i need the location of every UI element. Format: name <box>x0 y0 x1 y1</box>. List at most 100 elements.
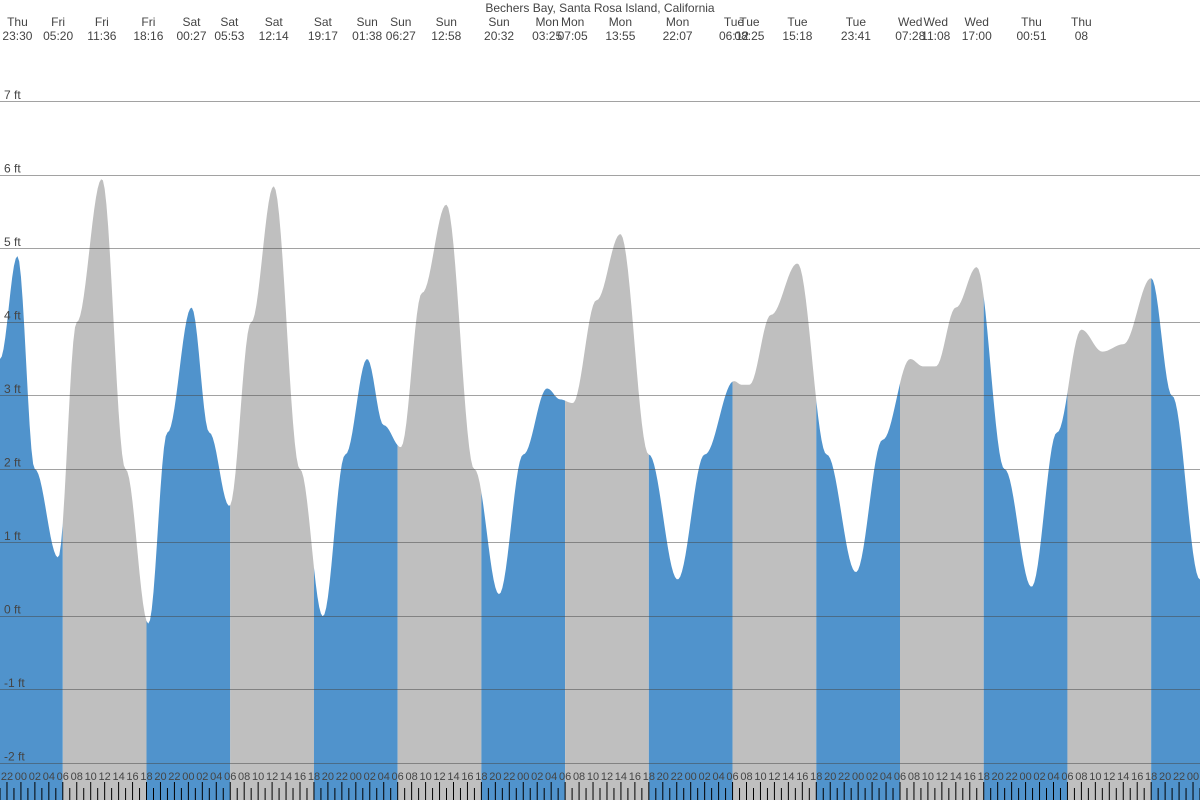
event-time-label: 12:14 <box>259 29 289 43</box>
x-tick-label: 18 <box>643 771 655 783</box>
x-tick-label: 08 <box>908 771 920 783</box>
event-day-label: Mon <box>561 15 584 29</box>
x-tick-label: 08 <box>238 771 250 783</box>
event-time-label: 01:38 <box>352 29 382 43</box>
x-tick-label: 20 <box>154 771 166 783</box>
event-day-label: Mon <box>535 15 558 29</box>
event-time-label: 11:08 <box>921 29 950 43</box>
y-tick-label: 0 ft <box>4 602 21 616</box>
x-tick-label: 02 <box>29 771 41 783</box>
x-tick-label: 10 <box>252 771 264 783</box>
x-tick-label: 22 <box>1006 771 1018 783</box>
x-tick-label: 12 <box>1103 771 1115 783</box>
x-tick-label: 12 <box>433 771 445 783</box>
x-tick-label: 16 <box>796 771 808 783</box>
x-tick-label: 06 <box>726 771 738 783</box>
x-tick-label: 08 <box>740 771 752 783</box>
x-tick-label: 14 <box>280 771 292 783</box>
event-time-label: 06:27 <box>386 29 416 43</box>
x-tick-label: 00 <box>1019 771 1031 783</box>
event-day-label: Sat <box>183 15 202 29</box>
x-tick-label: 02 <box>531 771 543 783</box>
event-time-label: 20:32 <box>484 29 514 43</box>
x-tick-label: 20 <box>489 771 501 783</box>
x-tick-label: 18 <box>810 771 822 783</box>
event-day-label: Thu <box>7 15 28 29</box>
x-tick-label: 08 <box>573 771 585 783</box>
event-day-label: Tue <box>787 15 808 29</box>
event-time-label: 23:30 <box>2 29 32 43</box>
event-day-label: Mon <box>666 15 689 29</box>
event-day-label: Sun <box>390 15 411 29</box>
x-tick-label: 14 <box>950 771 962 783</box>
x-tick-label: 22 <box>503 771 515 783</box>
chart-title: Bechers Bay, Santa Rosa Island, Californ… <box>485 1 715 15</box>
x-tick-label: 16 <box>964 771 976 783</box>
x-tick-label: 12 <box>936 771 948 783</box>
y-tick-label: -1 ft <box>4 676 25 690</box>
x-tick-label: 06 <box>57 771 69 783</box>
x-tick-label: 22 <box>838 771 850 783</box>
x-tick-label: 04 <box>880 771 892 783</box>
event-time-label: 00:51 <box>1016 29 1046 43</box>
x-tick-label: 08 <box>71 771 83 783</box>
event-day-label: Thu <box>1071 15 1092 29</box>
event-day-label: Fri <box>95 15 109 29</box>
x-tick-label: 10 <box>922 771 934 783</box>
x-tick-label: 10 <box>419 771 431 783</box>
event-day-label: Tue <box>739 15 760 29</box>
x-tick-label: 06 <box>224 771 236 783</box>
x-tick-label: 22 <box>1 771 13 783</box>
event-day-label: Mon <box>609 15 632 29</box>
x-tick-label: 08 <box>406 771 418 783</box>
y-tick-label: 1 ft <box>4 529 21 543</box>
x-tick-label: 20 <box>992 771 1004 783</box>
x-tick-label: 08 <box>1075 771 1087 783</box>
x-tick-label: 18 <box>140 771 152 783</box>
x-tick-label: 12 <box>99 771 111 783</box>
event-time-label: 05:53 <box>214 29 244 43</box>
x-tick-label: 04 <box>43 771 55 783</box>
event-day-label: Sat <box>265 15 284 29</box>
event-time-label: 22:07 <box>663 29 693 43</box>
x-tick-label: 14 <box>447 771 459 783</box>
x-tick-label: 02 <box>196 771 208 783</box>
x-tick-label: 12 <box>768 771 780 783</box>
event-day-label: Wed <box>965 15 989 29</box>
x-tick-label: 14 <box>112 771 124 783</box>
y-tick-label: -2 ft <box>4 749 25 763</box>
x-tick-label: 16 <box>461 771 473 783</box>
y-tick-label: 4 ft <box>4 308 21 322</box>
y-tick-label: 5 ft <box>4 235 21 249</box>
x-tick-label: 16 <box>126 771 138 783</box>
x-tick-label: 10 <box>587 771 599 783</box>
event-time-label: 18:16 <box>133 29 163 43</box>
x-tick-label: 12 <box>266 771 278 783</box>
x-tick-label: 20 <box>824 771 836 783</box>
event-day-label: Wed <box>924 15 948 29</box>
x-tick-label: 04 <box>210 771 222 783</box>
x-tick-label: 00 <box>182 771 194 783</box>
event-day-label: Tue <box>846 15 867 29</box>
event-time-label: 13:55 <box>605 29 635 43</box>
x-tick-label: 20 <box>657 771 669 783</box>
tide-chart: -2 ft-1 ft0 ft1 ft2 ft3 ft4 ft5 ft6 ft7 … <box>0 0 1200 800</box>
tide-area-day <box>1067 278 1151 800</box>
x-tick-label: 02 <box>866 771 878 783</box>
x-tick-label: 12 <box>601 771 613 783</box>
x-tick-label: 02 <box>364 771 376 783</box>
x-tick-label: 14 <box>782 771 794 783</box>
x-tick-label: 22 <box>336 771 348 783</box>
event-time-label: 11:36 <box>87 29 116 43</box>
x-tick-label: 18 <box>1145 771 1157 783</box>
x-tick-label: 10 <box>1089 771 1101 783</box>
event-day-label: Wed <box>898 15 922 29</box>
event-day-label: Sat <box>220 15 239 29</box>
event-day-label: Thu <box>1021 15 1042 29</box>
x-tick-label: 06 <box>1061 771 1073 783</box>
x-tick-label: 20 <box>322 771 334 783</box>
x-tick-label: 16 <box>294 771 306 783</box>
x-tick-label: 18 <box>978 771 990 783</box>
event-day-label: Fri <box>51 15 65 29</box>
x-tick-label: 16 <box>629 771 641 783</box>
